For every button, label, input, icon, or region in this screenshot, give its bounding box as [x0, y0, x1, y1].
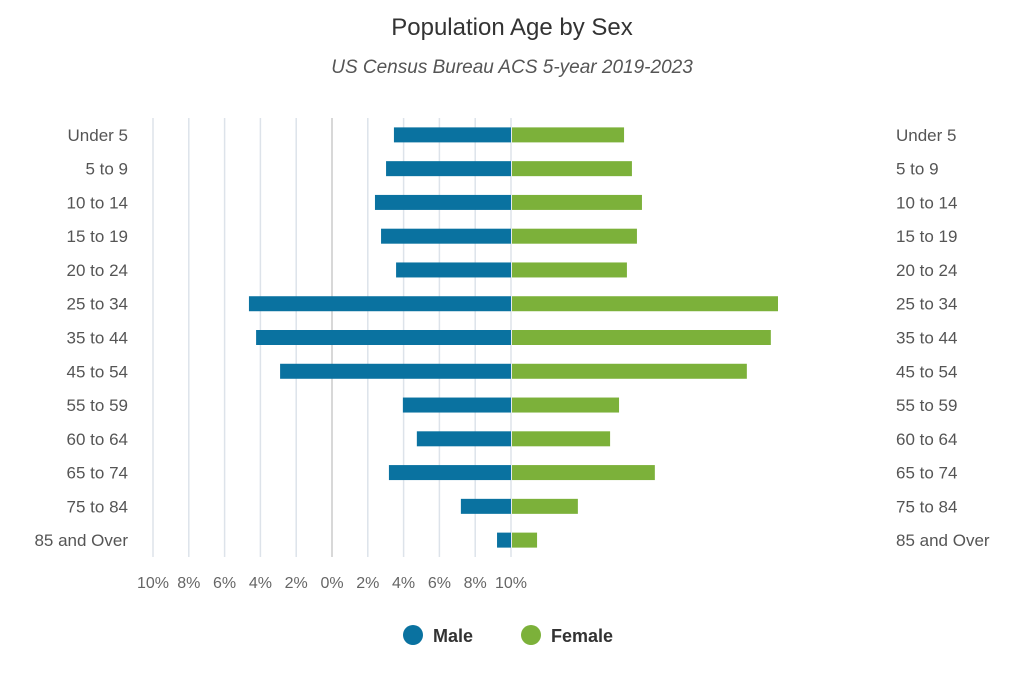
bar-male	[256, 330, 511, 345]
chart-title: Population Age by Sex	[391, 14, 633, 41]
bar-female	[512, 262, 627, 278]
bar-female	[512, 498, 578, 514]
category-label-right: 35 to 44	[896, 329, 957, 348]
category-label-right: Under 5	[896, 126, 956, 145]
bar-male	[396, 262, 511, 278]
bar-female	[512, 532, 538, 548]
x-tick-label: 0%	[320, 575, 343, 592]
category-label-right: 25 to 34	[896, 295, 957, 314]
category-label-left: 20 to 24	[67, 261, 128, 280]
x-tick-label: 6%	[213, 575, 236, 592]
category-label-left: 25 to 34	[67, 295, 128, 314]
bar-female	[512, 397, 620, 413]
category-label-right: 75 to 84	[896, 497, 957, 516]
x-tick-label: 4%	[392, 575, 415, 592]
category-label-left: 75 to 84	[67, 497, 128, 516]
category-label-left: 15 to 19	[67, 227, 128, 246]
category-label-left: 10 to 14	[67, 193, 128, 212]
bar-male	[381, 228, 511, 244]
bar-male	[497, 532, 511, 548]
category-label-right: 60 to 64	[896, 430, 957, 449]
category-label-right: 20 to 24	[896, 261, 957, 280]
category-label-left: Under 5	[68, 126, 128, 145]
x-tick-label: 8%	[177, 575, 200, 592]
x-tick-label: 6%	[428, 575, 451, 592]
category-label-left: 55 to 59	[67, 396, 128, 415]
category-label-right: 15 to 19	[896, 227, 957, 246]
x-tick-label: 2%	[356, 575, 379, 592]
category-label-left: 45 to 54	[67, 362, 128, 381]
bar-male	[393, 127, 511, 143]
bar-female	[512, 228, 637, 244]
bar-male	[416, 431, 511, 447]
chart-subtitle: US Census Bureau ACS 5-year 2019-2023	[331, 57, 693, 78]
bar-male	[388, 465, 511, 481]
bar-female	[512, 161, 632, 177]
category-label-left: 85 and Over	[34, 531, 128, 550]
bar-female	[512, 431, 611, 447]
x-tick-label: 4%	[249, 575, 272, 592]
category-label-right: 65 to 74	[896, 464, 957, 483]
category-label-right: 55 to 59	[896, 396, 957, 415]
bar-male	[248, 296, 511, 312]
bar-male	[374, 194, 511, 210]
legend-marker-female	[521, 625, 541, 645]
bar-female	[512, 330, 771, 345]
bar-female	[512, 127, 625, 143]
category-label-left: 60 to 64	[67, 430, 128, 449]
category-label-right: 5 to 9	[896, 160, 939, 179]
x-tick-label: 2%	[285, 575, 308, 592]
bar-male	[386, 161, 511, 177]
legend-label-female: Female	[551, 626, 613, 646]
category-label-left: 35 to 44	[67, 329, 128, 348]
bar-male	[280, 363, 511, 379]
category-label-left: 5 to 9	[85, 160, 128, 179]
legend-label-male: Male	[433, 626, 473, 646]
bar-female	[512, 363, 747, 379]
category-label-right: 10 to 14	[896, 193, 957, 212]
x-tick-label: 8%	[464, 575, 487, 592]
bar-female	[512, 296, 778, 312]
bar-male	[402, 397, 511, 413]
bar-female	[512, 194, 642, 210]
legend-marker-male	[403, 625, 423, 645]
x-tick-label: 10%	[137, 575, 169, 592]
category-label-right: 45 to 54	[896, 362, 957, 381]
bar-male	[460, 498, 511, 514]
bar-female	[512, 465, 655, 481]
category-label-left: 65 to 74	[67, 464, 128, 483]
category-label-right: 85 and Over	[896, 531, 990, 550]
x-tick-label: 10%	[495, 575, 527, 592]
